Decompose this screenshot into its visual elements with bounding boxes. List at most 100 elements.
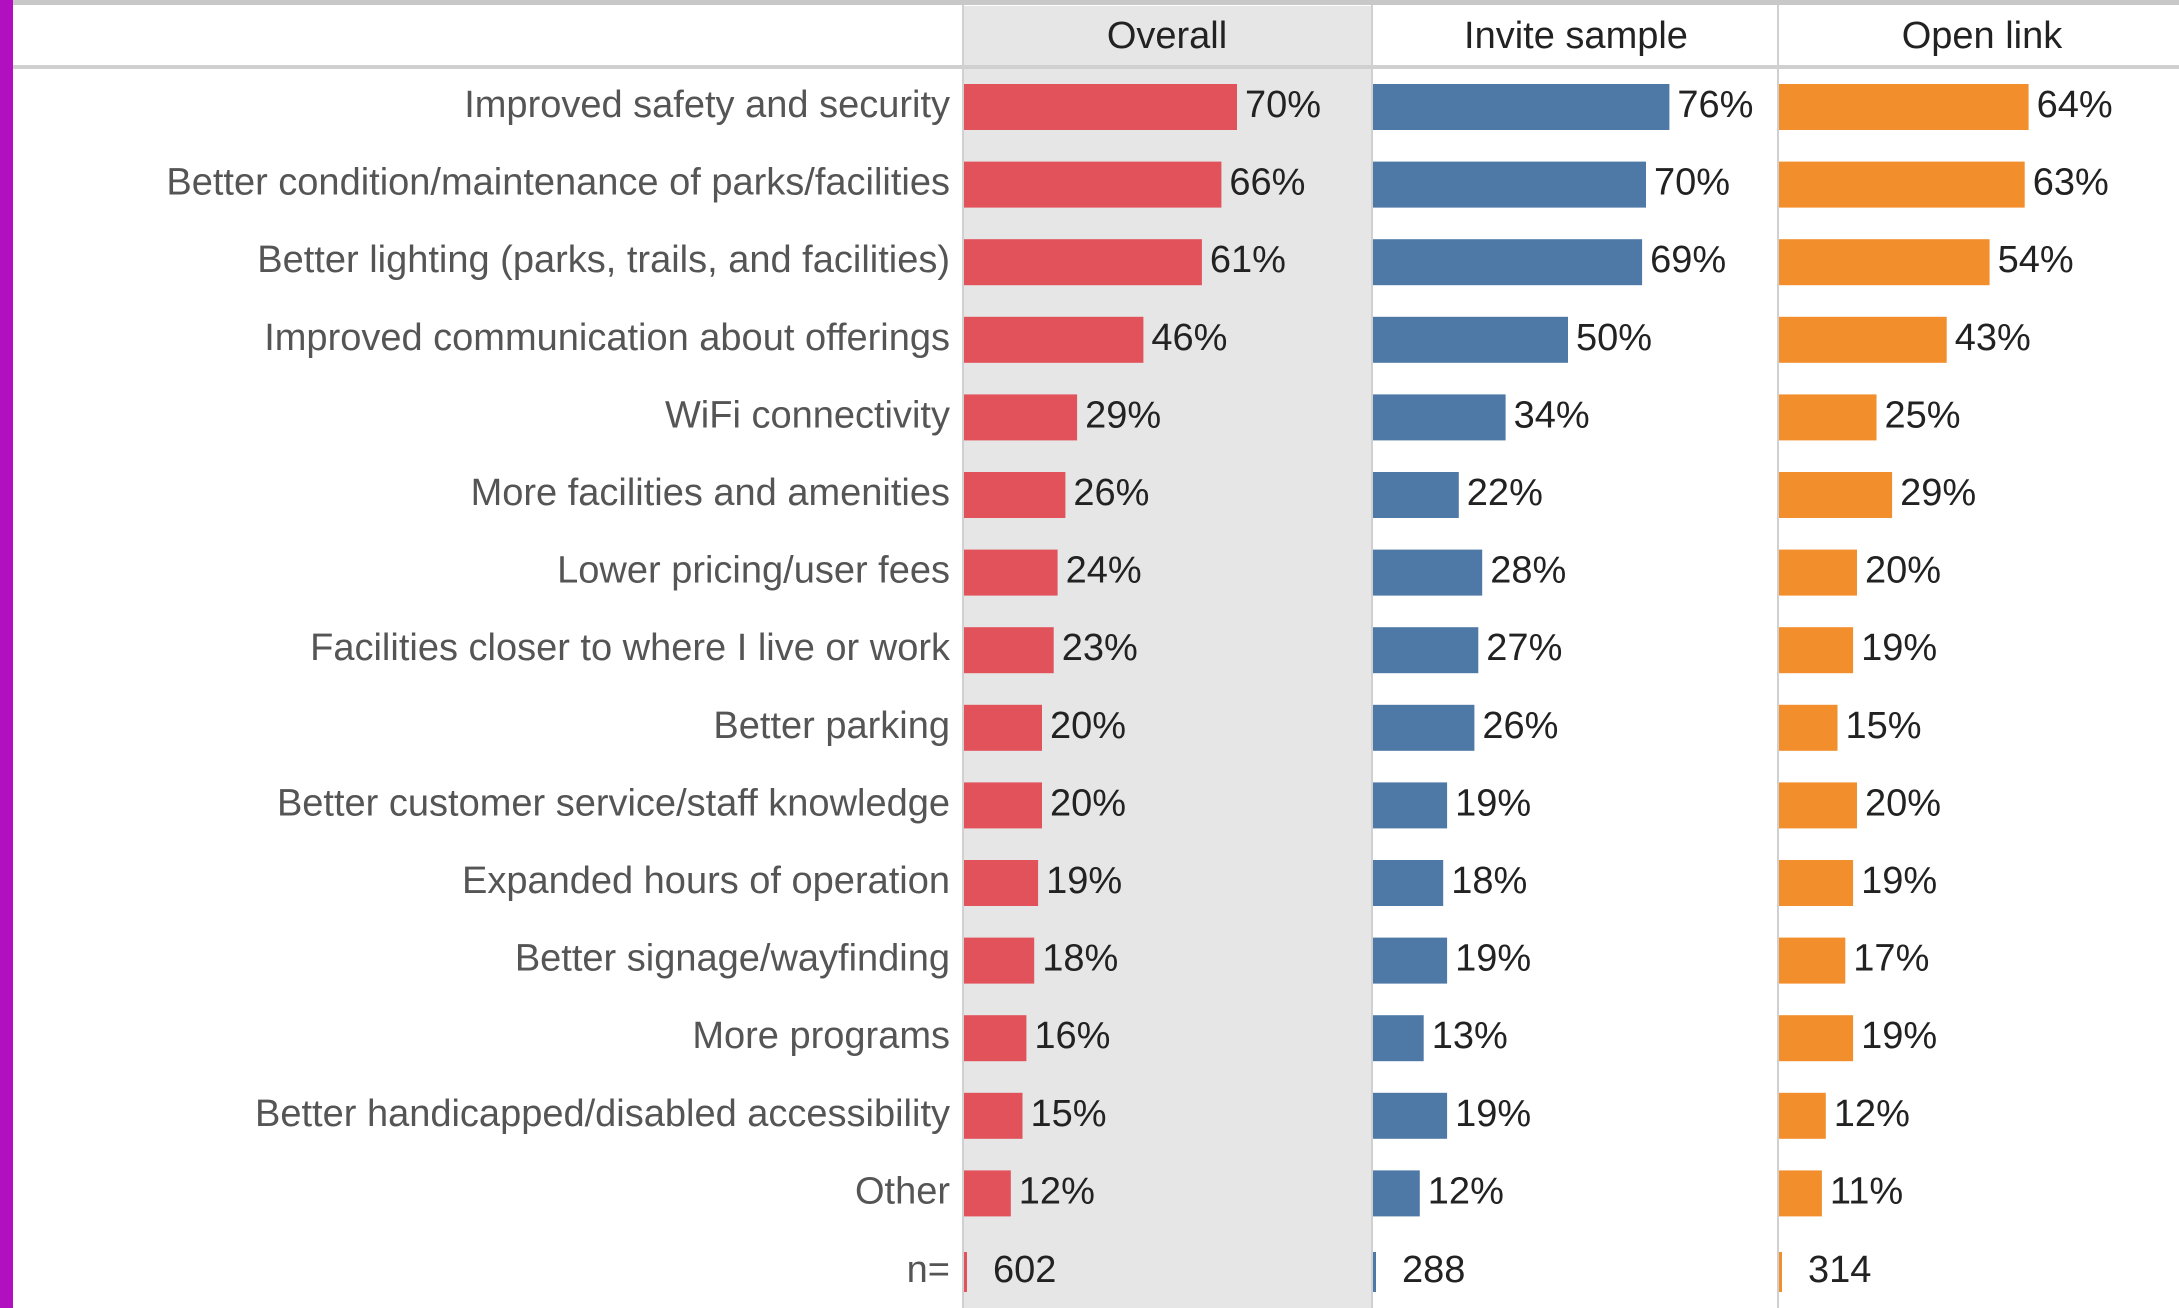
n-value: 602 — [993, 1249, 1056, 1291]
value-label: 27% — [1486, 627, 1562, 669]
category-label: Other — [855, 1170, 950, 1212]
left-accent — [0, 0, 13, 1308]
n-marker — [964, 1252, 967, 1292]
bar — [1779, 549, 1857, 596]
value-label: 29% — [1085, 394, 1161, 436]
value-label: 69% — [1650, 239, 1726, 281]
bar — [1779, 627, 1854, 674]
value-label: 26% — [1482, 705, 1558, 747]
value-label: 19% — [1046, 860, 1122, 902]
top-border — [0, 0, 2179, 5]
n-marker — [1779, 1252, 1782, 1292]
value-label: 20% — [1050, 782, 1126, 824]
value-label: 43% — [1955, 317, 2031, 359]
value-label: 25% — [1885, 394, 1961, 436]
bar — [1779, 1170, 1822, 1217]
bar — [1373, 627, 1479, 674]
bar — [964, 84, 1237, 130]
value-label: 19% — [1861, 860, 1937, 902]
bar — [964, 1092, 1023, 1139]
category-label: Better condition/maintenance of parks/fa… — [166, 162, 950, 204]
bar — [1373, 860, 1444, 906]
bar — [1779, 316, 1947, 363]
bar — [1373, 394, 1506, 441]
bar — [1779, 84, 2029, 130]
bar — [964, 937, 1035, 984]
value-label: 17% — [1853, 938, 1929, 980]
bar — [964, 239, 1202, 286]
n-value: 288 — [1402, 1249, 1465, 1291]
bar — [1779, 161, 2025, 208]
value-label: 64% — [2037, 84, 2113, 126]
value-label: 12% — [1834, 1093, 1910, 1135]
bar — [964, 860, 1039, 906]
category-label: More programs — [692, 1015, 950, 1057]
bar — [1779, 1015, 1854, 1062]
value-label: 12% — [1428, 1170, 1504, 1212]
value-label: 18% — [1451, 860, 1527, 902]
value-label: 76% — [1677, 84, 1753, 126]
category-label: Better lighting (parks, trails, and faci… — [257, 239, 950, 281]
category-label: Facilities closer to where I live or wor… — [310, 627, 951, 669]
bar — [964, 627, 1054, 674]
bar — [1779, 704, 1838, 751]
bar — [1373, 1170, 1420, 1217]
value-label: 20% — [1865, 550, 1941, 592]
bar — [1373, 161, 1646, 208]
value-label: 20% — [1050, 705, 1126, 747]
category-label: Expanded hours of operation — [462, 860, 950, 902]
value-label: 15% — [1846, 705, 1922, 747]
value-label: 19% — [1861, 627, 1937, 669]
value-label: 28% — [1490, 550, 1566, 592]
value-label: 13% — [1432, 1015, 1508, 1057]
bar — [1373, 704, 1475, 751]
category-label: Better signage/wayfinding — [515, 938, 950, 980]
category-label: Improved communication about offerings — [264, 317, 950, 359]
value-label: 29% — [1900, 472, 1976, 514]
value-label: 63% — [2033, 162, 2109, 204]
panel-header: Invite sample — [1464, 15, 1688, 57]
n-label: n= — [907, 1249, 950, 1291]
value-label: 70% — [1245, 84, 1321, 126]
bar — [964, 394, 1078, 441]
bar — [964, 782, 1042, 829]
category-label: WiFi connectivity — [665, 394, 950, 436]
bar — [1373, 472, 1459, 518]
bar — [1779, 394, 1877, 441]
bar — [1373, 1092, 1448, 1139]
bar — [964, 704, 1042, 751]
category-label: Better customer service/staff knowledge — [277, 782, 950, 824]
bar — [1779, 239, 1990, 286]
category-label: Improved safety and security — [464, 84, 950, 126]
value-label: 15% — [1031, 1093, 1107, 1135]
bar — [1779, 937, 1846, 984]
panel-header: Open link — [1902, 15, 2064, 57]
bar — [1373, 239, 1643, 286]
value-label: 20% — [1865, 782, 1941, 824]
value-label: 18% — [1042, 938, 1118, 980]
value-label: 23% — [1062, 627, 1138, 669]
bar — [1779, 782, 1857, 829]
bar — [1373, 84, 1670, 130]
value-label: 19% — [1455, 782, 1531, 824]
value-label: 54% — [1998, 239, 2074, 281]
value-label: 24% — [1066, 550, 1142, 592]
category-label: Better handicapped/disabled accessibilit… — [255, 1093, 950, 1135]
n-marker — [1373, 1252, 1376, 1292]
value-label: 50% — [1576, 317, 1652, 359]
value-label: 19% — [1455, 938, 1531, 980]
bar — [964, 316, 1144, 363]
bar — [964, 472, 1066, 518]
bar — [964, 549, 1058, 596]
value-label: 61% — [1210, 239, 1286, 281]
bar — [1373, 782, 1448, 829]
bar — [1779, 472, 1893, 518]
category-label: Lower pricing/user fees — [557, 550, 950, 592]
value-label: 46% — [1151, 317, 1227, 359]
panel-header: Overall — [1107, 15, 1227, 57]
value-label: 66% — [1229, 162, 1305, 204]
bar — [1779, 1092, 1826, 1139]
value-label: 26% — [1073, 472, 1149, 514]
value-label: 70% — [1654, 162, 1730, 204]
